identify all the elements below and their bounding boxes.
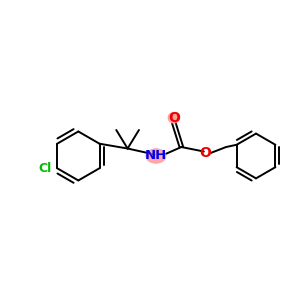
Ellipse shape bbox=[168, 112, 180, 124]
Ellipse shape bbox=[146, 148, 167, 164]
Text: NH: NH bbox=[145, 149, 167, 163]
Text: O: O bbox=[168, 111, 180, 125]
Text: O: O bbox=[199, 146, 211, 160]
Text: Cl: Cl bbox=[38, 162, 52, 175]
